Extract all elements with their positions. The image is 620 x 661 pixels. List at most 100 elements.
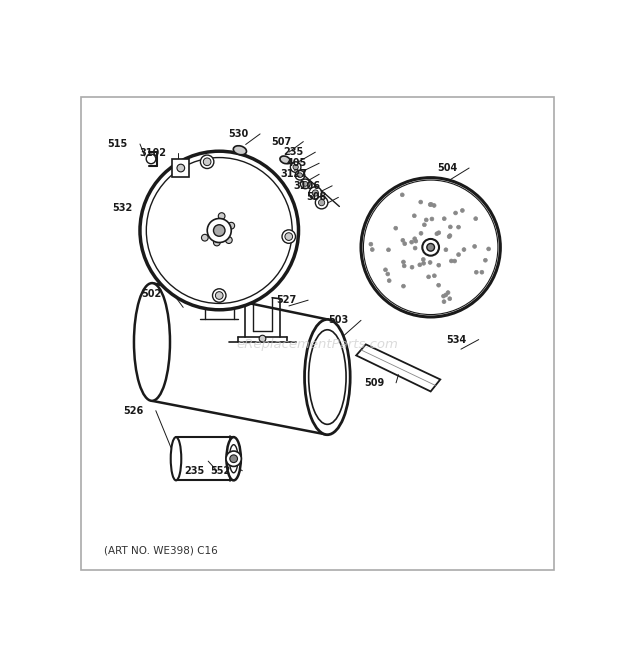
Circle shape [226,237,232,243]
Circle shape [363,180,498,315]
Circle shape [282,230,296,243]
Circle shape [410,265,414,269]
Circle shape [410,240,414,244]
Circle shape [218,213,225,219]
Circle shape [403,242,407,246]
Circle shape [418,200,423,204]
Circle shape [461,208,464,212]
Circle shape [146,154,156,164]
Circle shape [386,248,391,252]
Circle shape [413,237,417,241]
Text: 3106: 3106 [293,181,320,191]
Circle shape [456,225,461,229]
Circle shape [450,259,453,263]
Circle shape [228,222,234,229]
Circle shape [384,268,388,272]
Circle shape [435,232,439,236]
Circle shape [203,158,211,166]
Circle shape [444,293,448,297]
Circle shape [453,259,456,263]
Text: 504: 504 [437,163,457,173]
Circle shape [319,200,325,206]
Circle shape [394,226,397,230]
Circle shape [422,239,439,256]
Text: 527: 527 [276,295,296,305]
Circle shape [428,260,432,264]
Circle shape [361,178,500,317]
Circle shape [290,162,301,173]
Circle shape [480,270,484,274]
Text: 509: 509 [364,378,384,388]
Text: 532: 532 [112,203,133,213]
Circle shape [402,260,405,264]
Circle shape [401,193,404,197]
Circle shape [474,270,478,274]
Circle shape [401,239,405,242]
Circle shape [454,211,458,215]
Polygon shape [356,344,440,391]
Text: 552: 552 [210,466,230,476]
Circle shape [446,291,450,295]
Circle shape [386,272,390,276]
Ellipse shape [280,156,290,164]
Text: 515: 515 [108,139,128,149]
Circle shape [472,245,477,249]
Circle shape [259,335,266,342]
Circle shape [429,202,433,206]
Circle shape [226,451,241,467]
Circle shape [293,165,298,170]
Text: 235: 235 [283,147,303,157]
Circle shape [402,284,405,288]
Circle shape [462,248,466,251]
Circle shape [437,263,441,267]
Circle shape [413,246,417,250]
Circle shape [295,171,305,180]
Ellipse shape [170,437,181,481]
Circle shape [430,217,434,221]
Ellipse shape [134,283,170,401]
Circle shape [215,292,223,299]
Text: 3102: 3102 [140,147,166,158]
Circle shape [200,155,214,169]
Text: 526: 526 [123,406,144,416]
Circle shape [428,203,432,206]
Circle shape [309,187,322,199]
Text: 507: 507 [271,137,291,147]
Circle shape [370,248,374,251]
Circle shape [414,239,418,243]
Circle shape [213,289,226,302]
Circle shape [424,218,428,222]
Circle shape [369,242,373,246]
Circle shape [207,219,231,243]
Text: 503: 503 [329,315,349,325]
Circle shape [177,164,185,172]
Text: 534: 534 [446,334,467,344]
Circle shape [402,264,406,268]
Ellipse shape [309,330,346,424]
Circle shape [213,225,225,236]
Circle shape [427,275,430,279]
Circle shape [437,231,441,235]
Circle shape [432,274,436,278]
Text: 502: 502 [141,290,162,299]
Circle shape [422,261,425,265]
Circle shape [298,173,303,178]
Circle shape [301,179,310,188]
Bar [172,159,190,176]
Circle shape [457,253,461,256]
Circle shape [316,196,328,209]
Ellipse shape [229,445,238,473]
Ellipse shape [226,437,241,481]
Circle shape [388,279,391,282]
Circle shape [427,243,435,251]
Circle shape [448,297,452,301]
Circle shape [422,223,427,227]
Circle shape [140,151,298,310]
Circle shape [474,217,477,221]
Circle shape [436,284,441,287]
Circle shape [448,225,452,229]
Circle shape [447,235,451,239]
Circle shape [448,234,452,237]
Circle shape [213,239,220,246]
Circle shape [419,231,423,235]
